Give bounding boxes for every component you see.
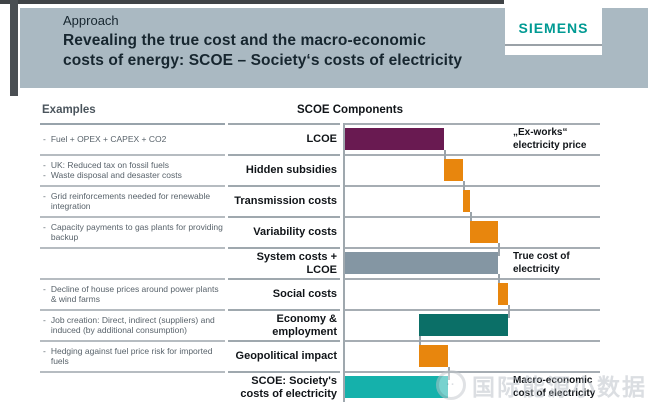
header-band: Approach Revealing the true cost and the… <box>20 8 648 88</box>
bullet-dash: - <box>43 133 46 144</box>
waterfall-bar <box>463 190 470 212</box>
example-row <box>40 247 225 278</box>
watermark-smiley-icon: ·· <box>436 370 466 400</box>
example-item: - Hedging against fuel price risk for imp… <box>43 346 223 366</box>
component-label: SCOE: Society's costs of electricity <box>240 374 337 400</box>
example-text: Hedging against fuel price risk for impo… <box>50 346 213 366</box>
example-text: Capacity payments to gas plants for prov… <box>50 222 223 242</box>
watermark-text: 国际能源小数据 <box>472 374 647 400</box>
example-item: - UK: Reduced tax on fossil fuels <box>43 160 223 171</box>
example-row: - Job creation: Direct, indirect (supplie… <box>40 309 225 340</box>
example-row: - Capacity payments to gas plants for pro… <box>40 216 225 247</box>
component-label: LCOE <box>306 133 337 145</box>
example-text: Fuel + OPEX + CAPEX + CO2 <box>50 133 167 144</box>
example-row: - Fuel + OPEX + CAPEX + CO2 <box>40 123 225 154</box>
component-label-row: Geopolitical impact <box>228 340 340 371</box>
bullet-dash: - <box>43 346 46 356</box>
waterfall-connector-line <box>497 243 500 256</box>
siemens-logo-rule <box>505 44 602 46</box>
component-label: Transmission costs <box>234 195 337 207</box>
waterfall-connector-line <box>444 150 447 163</box>
component-label-row: Variability costs <box>228 216 340 247</box>
chart-row <box>345 150 600 185</box>
waterfall-bar <box>419 314 508 336</box>
component-label: Variability costs <box>253 226 337 238</box>
siemens-logo-text: SIEMENS <box>518 20 589 36</box>
bar-annotation: „Ex-works“ electricity price <box>513 127 587 151</box>
waterfall-bar <box>470 221 498 243</box>
bullet-dash: - <box>43 169 46 180</box>
bullet-dash: - <box>43 284 46 294</box>
chart-row: „Ex-works“ electricity price <box>345 123 600 154</box>
example-row <box>40 371 225 402</box>
chart-row <box>345 274 600 309</box>
bar-annotation: Macro-economic cost of electricity <box>513 375 596 399</box>
chart-row <box>345 181 600 216</box>
example-text: Grid reinforcements needed for renewable… <box>50 191 211 211</box>
waterfall-connector-line <box>419 336 422 349</box>
waterfall-bar <box>497 283 508 305</box>
siemens-logo: SIEMENS <box>505 8 602 55</box>
bullet-dash: - <box>43 160 46 170</box>
example-text: UK: Reduced tax on fossil fuels <box>50 160 169 170</box>
component-label: System costs + LCOE <box>256 250 337 276</box>
slide-title: Revealing the true cost and the macro-ec… <box>63 31 462 71</box>
component-label: Geopolitical impact <box>235 350 337 362</box>
component-label-row: Social costs <box>228 278 340 309</box>
component-label: Economy & employment <box>272 312 337 338</box>
waterfall-bar <box>345 376 449 398</box>
component-labels-column: LCOE Hidden subsidies Transmission costs Va… <box>228 123 340 402</box>
example-row: - Decline of house prices around power pl… <box>40 278 225 309</box>
examples-heading: Examples <box>42 104 96 116</box>
example-text: Waste disposal and desaster costs <box>50 169 182 180</box>
component-label: Hidden subsidies <box>245 164 337 176</box>
bar-annotation: True cost of electricity <box>513 251 570 275</box>
waterfall-connector-line <box>470 212 473 225</box>
chart-heading: SCOE Components <box>296 104 404 116</box>
waterfall-bar <box>419 345 449 367</box>
slide-kicker: Approach <box>63 13 119 28</box>
example-text: Decline of house prices around power pla… <box>50 284 219 304</box>
example-item: - Waste disposal and desaster costs <box>43 169 223 181</box>
component-label-row: System costs + LCOE <box>228 247 340 278</box>
waterfall-chart: „Ex-works“ electricity price True cost of… <box>343 123 600 402</box>
component-label: Social costs <box>272 288 337 300</box>
component-label-row: SCOE: Society's costs of electricity <box>228 371 340 402</box>
example-item: - Grid reinforcements needed for renewabl… <box>43 191 223 211</box>
slide-top-border <box>0 0 504 4</box>
slide-title-line2: costs of energy: SCOE – Society‘s costs … <box>63 52 463 69</box>
component-label-row: Hidden subsidies <box>228 154 340 185</box>
example-text: Job creation: Direct, indirect (supplier… <box>50 315 215 335</box>
slide-left-border <box>10 0 18 96</box>
example-row: - UK: Reduced tax on fossil fuels - Waste d… <box>40 154 225 185</box>
example-row: - Hedging against fuel price risk for imp… <box>40 340 225 371</box>
bullet-dash: - <box>43 315 46 325</box>
watermark: ·· 国际能源小数据 <box>436 368 647 402</box>
bullet-dash: - <box>43 222 46 232</box>
example-item: - Decline of house prices around power pl… <box>43 284 223 304</box>
component-label-row: Transmission costs <box>228 185 340 216</box>
component-label-row: LCOE <box>228 123 340 154</box>
chart-row <box>345 305 600 340</box>
bullet-dash: - <box>43 191 46 201</box>
waterfall-connector-line <box>463 181 466 194</box>
chart-row <box>345 336 600 371</box>
example-row: - Grid reinforcements needed for renewabl… <box>40 185 225 216</box>
waterfall-connector-line <box>497 274 500 287</box>
example-item: - Capacity payments to gas plants for pro… <box>43 222 223 242</box>
chart-row: True cost of electricity <box>345 243 600 278</box>
examples-column: - Fuel + OPEX + CAPEX + CO2- UK: Reduced t… <box>40 123 225 402</box>
waterfall-bar <box>345 252 498 274</box>
waterfall-connector-line <box>507 305 510 318</box>
slide-title-line1: Revealing the true cost and the macro-ec… <box>63 32 426 49</box>
waterfall-bar <box>444 159 464 181</box>
example-item: - Job creation: Direct, indirect (supplie… <box>43 315 223 335</box>
example-item: - Fuel + OPEX + CAPEX + CO2 <box>43 133 223 145</box>
component-label-row: Economy & employment <box>228 309 340 340</box>
waterfall-bar <box>345 128 445 150</box>
chart-row <box>345 212 600 247</box>
